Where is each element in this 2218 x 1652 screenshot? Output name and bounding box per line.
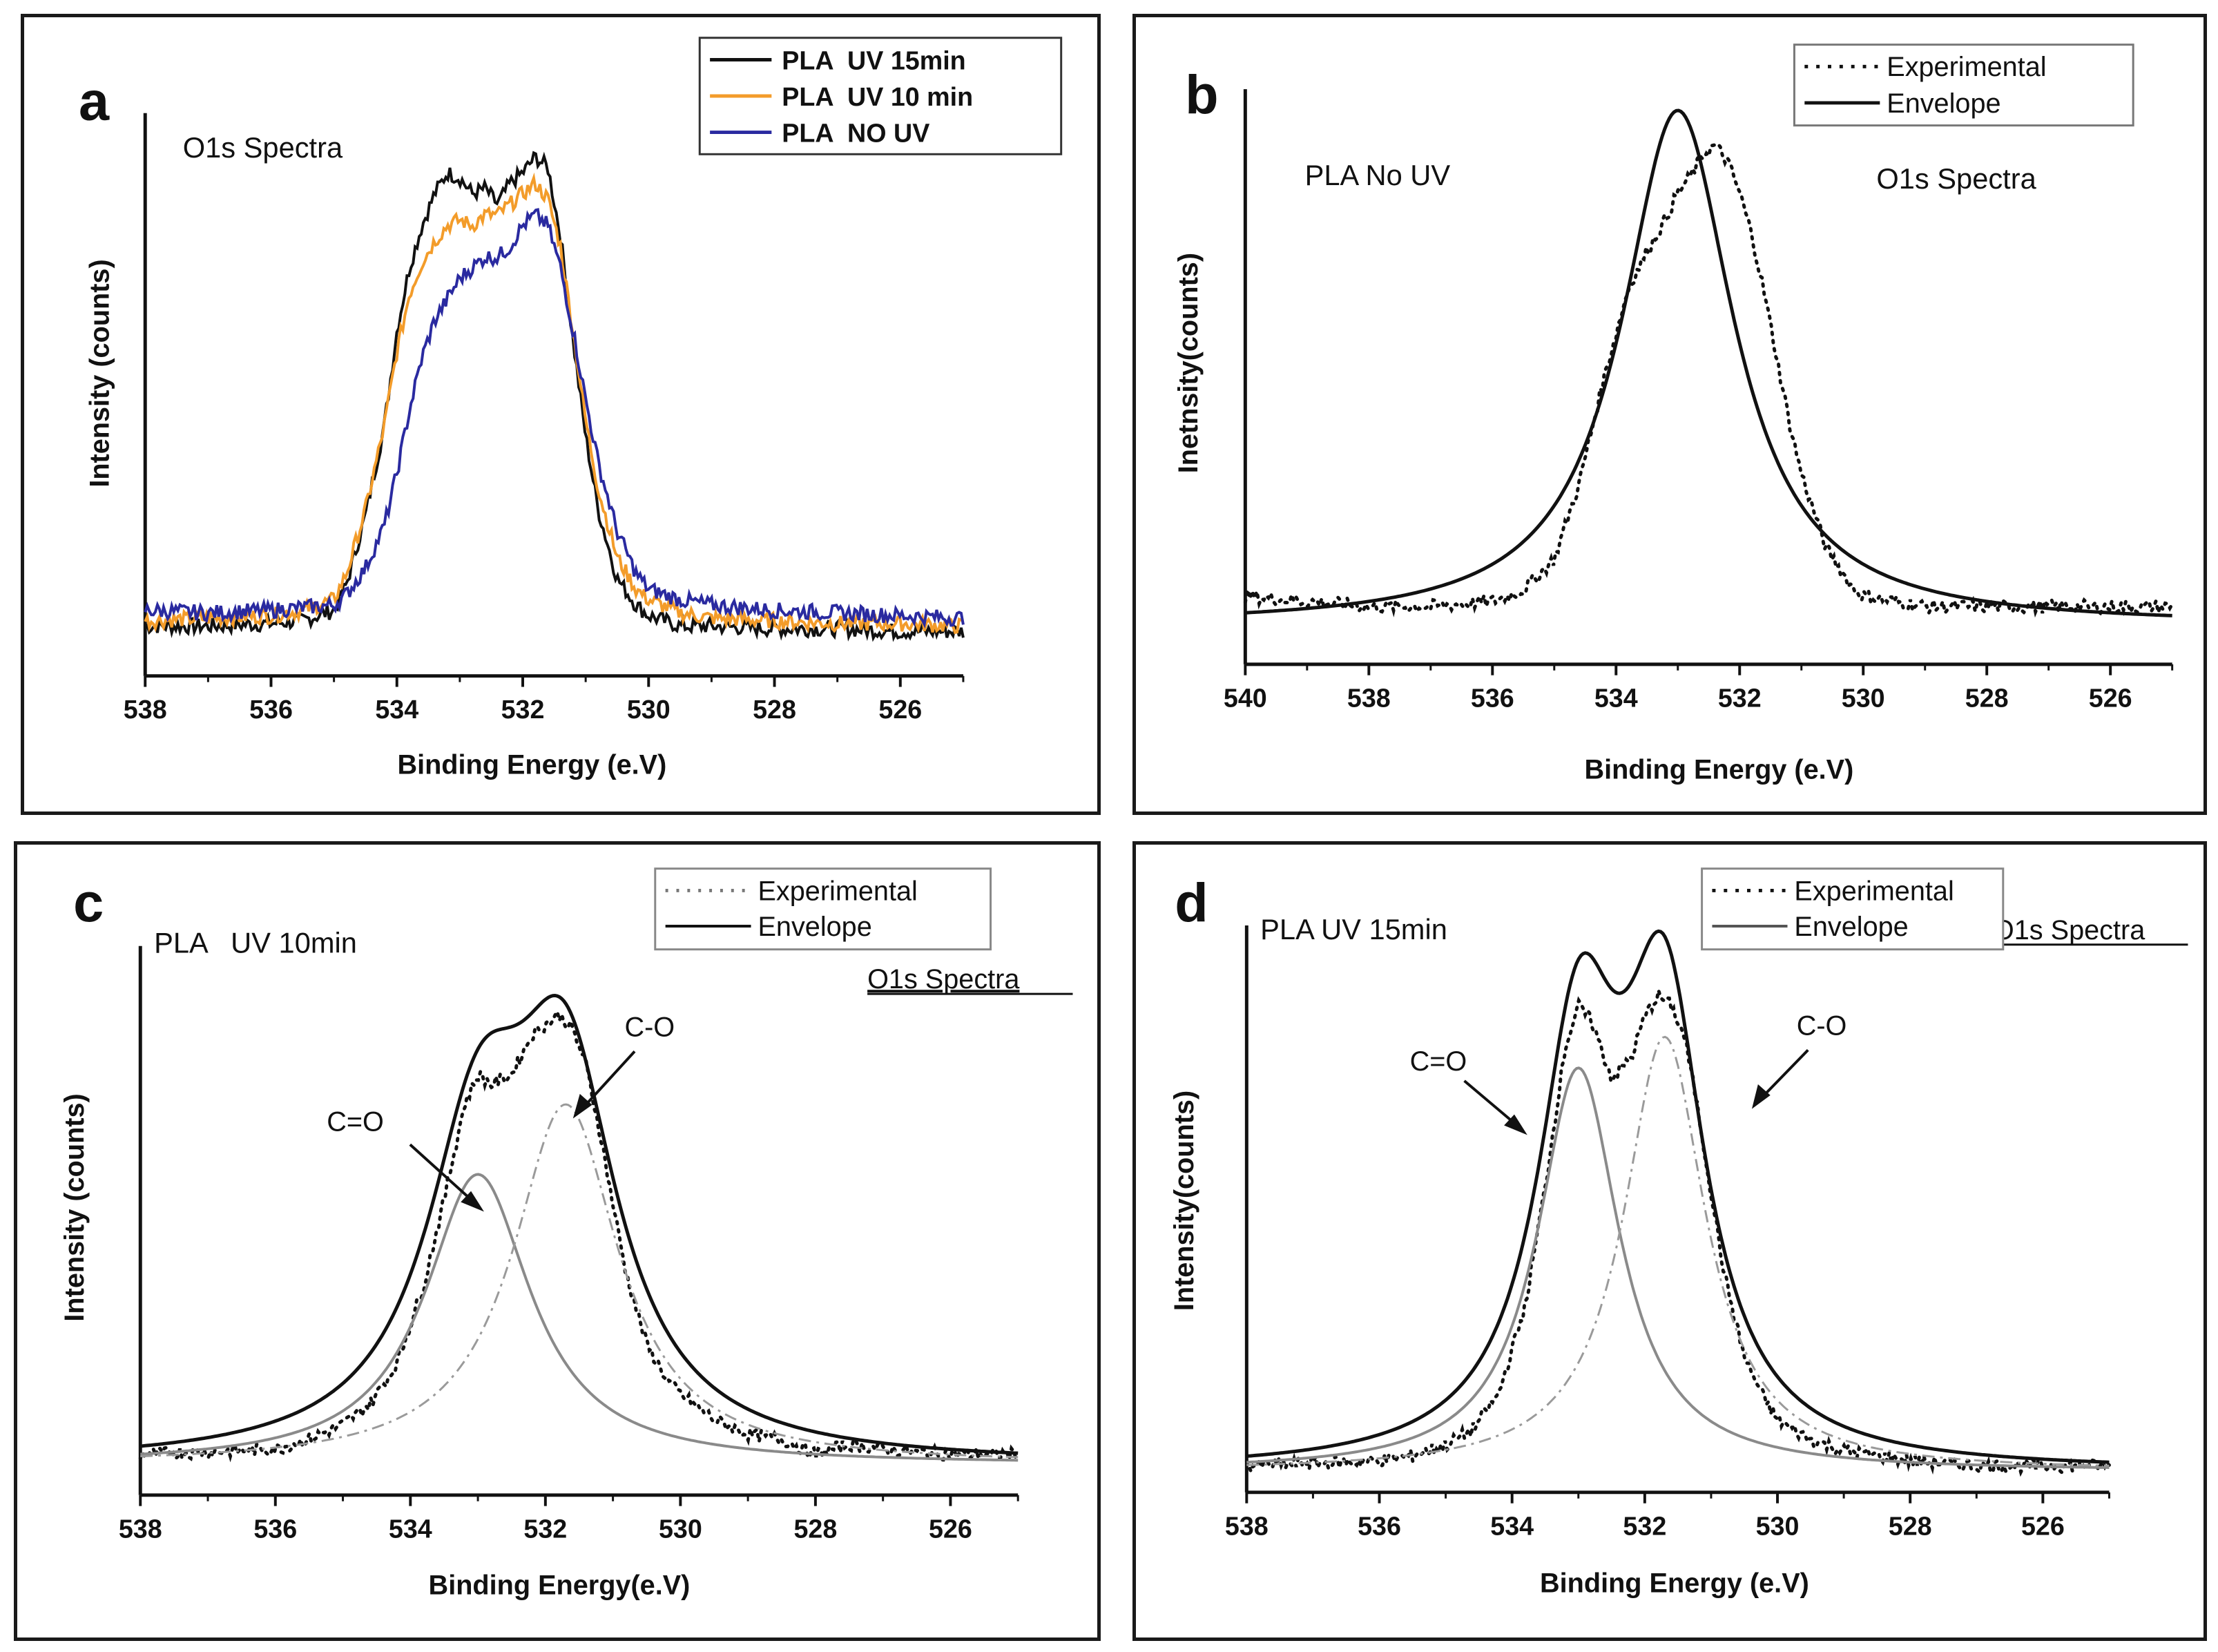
legend-c-box <box>654 867 992 951</box>
chart-c-arrowhead-co-single <box>572 1093 592 1119</box>
legend-b-label-0: Experimental <box>1887 52 2046 82</box>
chart-b-annotation: PLA No UV <box>1305 159 1451 191</box>
series-c-1 <box>140 994 1019 1455</box>
chart-c-title: O1s Spectra <box>867 964 1020 995</box>
x-tick-label-d-5: 528 <box>1889 1511 1932 1540</box>
x-tick-label-b-4: 532 <box>1718 683 1762 712</box>
x-tick-label-a-1: 536 <box>249 695 293 724</box>
panel-c: c PLA UV 10min O1s Spectra 538 536 534 532 5… <box>14 841 1101 1641</box>
chart-b-legend: Experimental Envelope <box>1793 44 2134 127</box>
x-tick-label-d-4: 530 <box>1756 1511 1800 1540</box>
series-a-1 <box>144 172 964 635</box>
x-tick-label-d-3: 532 <box>1623 1511 1666 1540</box>
legend-d-box <box>1701 867 2005 951</box>
panel-label-c: c <box>73 872 104 933</box>
chart-b-svg: b PLA No UV O1s Spectra 540 538 536 534 532 5… <box>1173 44 2174 785</box>
x-tick-label-a-4: 530 <box>627 695 671 724</box>
x-tick-label-b-5: 530 <box>1842 683 1885 712</box>
x-tick-label-a-2: 534 <box>375 695 418 724</box>
x-tick-label-b-2: 536 <box>1471 683 1514 712</box>
legend-a-label-1: PLA UV 10 min <box>782 82 973 111</box>
series-d-3 <box>1246 1035 2110 1467</box>
x-tick-label-b-7: 526 <box>2089 683 2132 712</box>
chart-b-ylabel: Inetnsity(counts) <box>1173 253 1204 473</box>
chart-d-svg: d PLA UV 15min O1s Spectra 538 536 534 532 5… <box>1169 867 2188 1599</box>
panel-label-d: d <box>1175 872 1208 933</box>
chart-c-arrow-co-single <box>582 1050 636 1109</box>
x-tick-label-c-1: 536 <box>253 1514 297 1543</box>
chart-d-arrowhead-co-double <box>1504 1114 1527 1135</box>
chart-c-svg: c PLA UV 10min O1s Spectra 538 536 534 532 5… <box>59 867 1073 1601</box>
x-tick-label-a-3: 532 <box>501 695 545 724</box>
chart-d-annotation: PLA UV 15min <box>1260 913 1447 945</box>
legend-a-label-0: PLA UV 15min <box>782 46 965 75</box>
x-tick-label-a-5: 528 <box>753 695 796 724</box>
series-a-2 <box>144 208 965 629</box>
panel-label-b: b <box>1185 64 1218 125</box>
chart-d-xlabel: Binding Energy (e.V) <box>1540 1568 1809 1599</box>
legend-b-box <box>1793 44 2134 127</box>
x-tick-label-d-1: 536 <box>1358 1511 1401 1540</box>
chart-d-ylabel: Intensity(counts) <box>1169 1091 1199 1311</box>
series-d-1 <box>1246 929 2110 1464</box>
x-tick-label-b-0: 540 <box>1224 683 1267 712</box>
series-c-2 <box>140 1173 1019 1462</box>
series-c-0 <box>138 1007 1020 1466</box>
chart-b-xlabel: Binding Energy (e.V) <box>1584 754 1853 785</box>
x-tick-label-d-6: 526 <box>2021 1511 2065 1540</box>
chart-c-peak-label-co-double: C=O <box>327 1106 384 1137</box>
chart-d-peak-label-co-double: C=O <box>1410 1046 1467 1077</box>
x-tick-label-c-3: 532 <box>523 1514 567 1543</box>
x-tick-label-c-2: 534 <box>389 1514 432 1543</box>
chart-a-svg: a O1s Spectra 538 536 534 532 530 528 526 Inte… <box>79 37 1063 780</box>
chart-a-ylabel: Intensity (counts) <box>85 259 115 487</box>
chart-c-ylabel: Intensity (counts) <box>59 1093 90 1321</box>
legend-b-label-1: Envelope <box>1887 88 2000 119</box>
chart-d-peak-label-co-single: C-O <box>1797 1011 1847 1041</box>
x-tick-label-d-0: 538 <box>1225 1511 1269 1540</box>
chart-d-title: O1s Spectra <box>1993 915 2145 945</box>
x-tick-label-c-4: 530 <box>659 1514 702 1543</box>
x-tick-label-c-5: 528 <box>793 1514 837 1543</box>
panel-label-a: a <box>79 70 110 132</box>
x-tick-label-a-6: 526 <box>878 695 922 724</box>
legend-c-label-0: Experimental <box>758 876 917 906</box>
chart-d-arrowhead-co-single <box>1751 1084 1771 1109</box>
panel-b: b PLA No UV O1s Spectra 540 538 536 534 532 5… <box>1132 14 2207 815</box>
chart-d-arrow-co-double <box>1463 1079 1518 1126</box>
legend-a-label-2: PLA NO UV <box>782 118 929 147</box>
chart-d-legend: Experimental Envelope <box>1701 867 2005 951</box>
legend-a-box <box>698 37 1063 155</box>
chart-c-legend: Experimental Envelope <box>654 867 992 951</box>
x-tick-label-c-6: 526 <box>929 1514 972 1543</box>
chart-b-title: O1s Spectra <box>1876 162 2036 195</box>
chart-c-xlabel: Binding Energy(e.V) <box>429 1571 691 1601</box>
chart-a-legend: PLA UV 15min PLA UV 10 min PLA NO UV <box>698 37 1063 155</box>
x-tick-label-b-1: 538 <box>1347 683 1391 712</box>
x-tick-label-d-2: 534 <box>1490 1511 1534 1540</box>
series-d-2 <box>1246 1066 2110 1470</box>
series-b-1 <box>1245 108 2172 617</box>
series-d-0 <box>1244 990 2111 1478</box>
panel-a: a O1s Spectra 538 536 534 532 530 528 526 Inte… <box>21 14 1101 815</box>
x-tick-label-b-6: 528 <box>1965 683 2009 712</box>
chart-c-arrowhead-co-double <box>461 1191 484 1212</box>
chart-d-arrow-co-single <box>1760 1049 1809 1099</box>
chart-c-annotation: PLA UV 10min <box>154 927 357 959</box>
chart-c-arrow-co-double <box>409 1143 475 1203</box>
legend-d-label-1: Envelope <box>1794 912 1908 942</box>
x-tick-label-a-0: 538 <box>124 695 167 724</box>
legend-d-label-0: Experimental <box>1794 876 1954 906</box>
series-c-3 <box>140 1103 1019 1459</box>
x-tick-label-b-3: 534 <box>1594 683 1638 712</box>
chart-c-peak-label-co-single: C-O <box>624 1012 675 1043</box>
x-tick-label-c-0: 538 <box>119 1514 162 1543</box>
series-b-0 <box>1243 142 2174 618</box>
legend-c-label-1: Envelope <box>758 912 871 942</box>
chart-a-xlabel: Binding Energy (e.V) <box>397 749 666 780</box>
chart-a-title: O1s Spectra <box>183 131 343 164</box>
panel-d: d PLA UV 15min O1s Spectra 538 536 534 532 5… <box>1132 841 2207 1641</box>
